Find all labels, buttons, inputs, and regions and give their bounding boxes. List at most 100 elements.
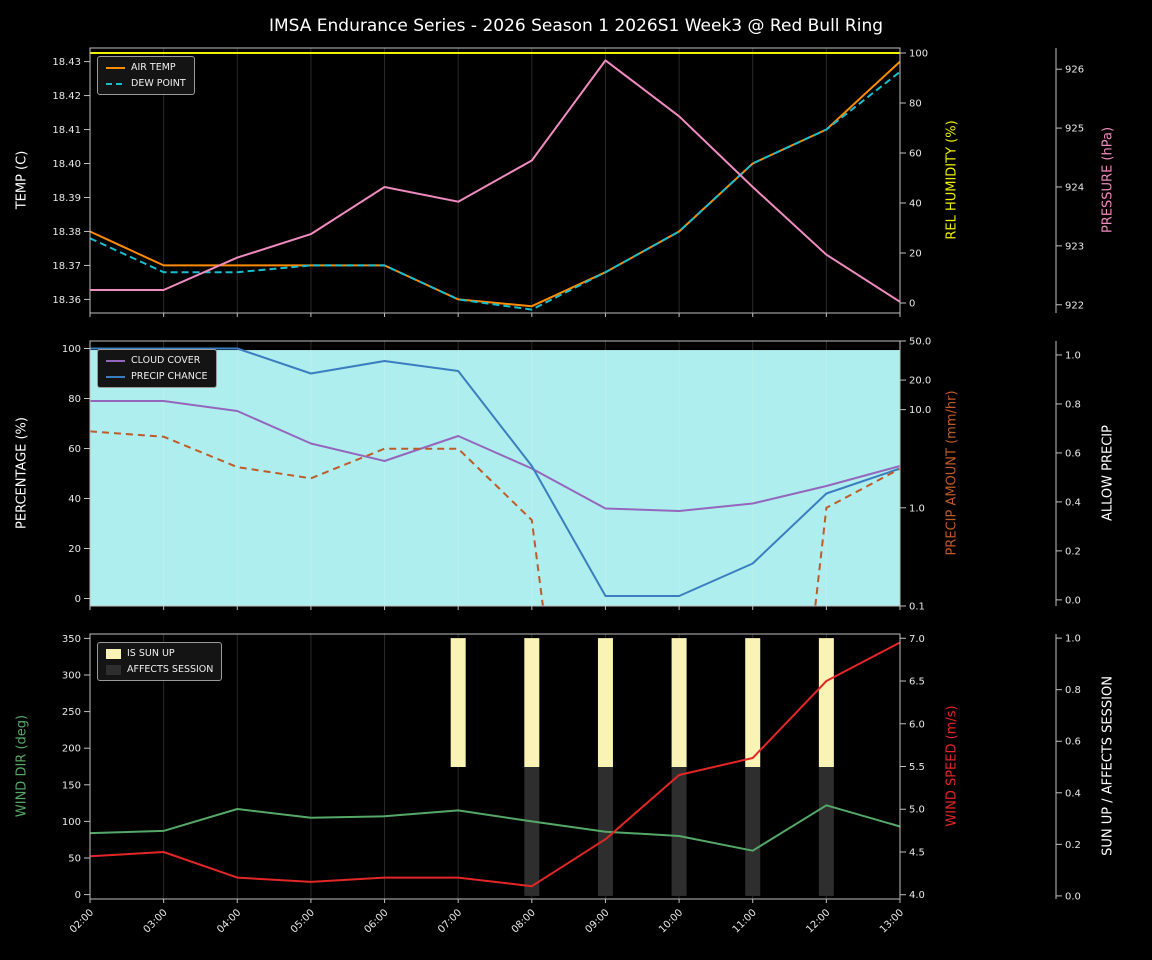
tick-label: 926 [1065, 65, 1084, 76]
x-tick-label: 07:00 [436, 907, 464, 935]
tick-label: 10.0 [909, 405, 931, 416]
tick-label: 924 [1065, 182, 1084, 193]
wind-speed-axis-label: WIND SPEED (m/s) [944, 705, 960, 827]
x-tick-label: 05:00 [289, 907, 317, 935]
tick-label: 20 [68, 544, 81, 555]
dew-point-line [89, 71, 901, 311]
tick-label: 0.4 [1065, 497, 1081, 508]
tick-label: 1.0 [1065, 350, 1081, 361]
legend-item-sun-up: IS SUN UP [106, 648, 213, 659]
tick-label: 18.36 [52, 295, 81, 306]
legend-item-dew-point: DEW POINT [106, 78, 186, 89]
x-tick-label: 11:00 [731, 907, 759, 935]
precip-chance-line [90, 347, 901, 597]
tick-label: 350 [62, 634, 81, 645]
tick-label: 0.1 [909, 602, 925, 613]
precipitation-legend: CLOUD COVER PRECIP CHANCE [97, 349, 217, 388]
tick-label: 18.43 [52, 57, 81, 68]
x-tick-label: 13:00 [878, 907, 906, 935]
tick-label: 18.40 [52, 159, 81, 170]
pressure-axis-label: PRESSURE (hPa) [1100, 126, 1116, 234]
tick-label: 150 [62, 780, 81, 791]
tick-label: 922 [1065, 300, 1084, 311]
tick-label: 50.0 [909, 337, 931, 348]
tick-label: 40 [909, 199, 922, 210]
sun-up-bar [671, 638, 687, 768]
temp-axis-label: TEMP (C) [14, 150, 30, 210]
sun-up-legend-label: IS SUN UP [127, 648, 175, 659]
legend-item-precip-chance: PRECIP CHANCE [106, 371, 208, 382]
sun-affects-axis-label: SUN UP / AFFECTS SESSION [1100, 676, 1116, 856]
precip-chance-legend-sample [106, 375, 125, 378]
tick-label: 0.0 [1065, 891, 1081, 902]
cloud-cover-legend-sample [106, 359, 125, 362]
tick-label: 4.5 [909, 847, 925, 858]
affects-session-bar [524, 767, 540, 896]
wind-dir-line [89, 804, 901, 852]
tick-label: 0.6 [1065, 448, 1081, 459]
wind-dir-axis-label: WIND DIR (deg) [14, 714, 30, 818]
air-temp-legend-label: AIR TEMP [131, 62, 176, 73]
tick-label: 60 [68, 444, 81, 455]
tick-label: 0.2 [1065, 840, 1081, 851]
tick-label: 4.0 [909, 890, 925, 901]
tick-label: 923 [1065, 241, 1084, 252]
wind-speed-line [89, 641, 901, 888]
tick-label: 1.0 [909, 503, 925, 514]
tick-label: 80 [909, 99, 922, 110]
precip-amount-line [814, 467, 901, 607]
affects-session-legend-sample [106, 664, 121, 675]
tick-label: 6.5 [909, 677, 925, 688]
allow-precip-axis-label: ALLOW PRECIP [1100, 425, 1116, 521]
legend-item-air-temp: AIR TEMP [106, 62, 186, 73]
dew-point-legend-label: DEW POINT [131, 78, 186, 89]
legend-item-affects-session: AFFECTS SESSION [106, 664, 213, 675]
sun-up-bar [524, 638, 540, 768]
tick-label: 20 [909, 249, 922, 260]
affects-session-legend-label: AFFECTS SESSION [127, 664, 214, 675]
affects-session-bar [671, 767, 687, 896]
sun-up-legend-sample [106, 648, 121, 659]
tick-label: 0 [75, 594, 81, 605]
tick-label: 0.6 [1065, 737, 1081, 748]
sun-up-bar [597, 638, 613, 768]
sun-up-bar [745, 638, 761, 768]
precip-amount-line [89, 430, 544, 607]
tick-label: 18.38 [52, 227, 81, 238]
pressure-line [90, 59, 901, 303]
x-tick-label: 04:00 [215, 907, 243, 935]
tick-label: 0.8 [1065, 399, 1081, 410]
tick-label: 40 [68, 494, 81, 505]
tick-label: 0.4 [1065, 788, 1081, 799]
tick-label: 100 [909, 49, 928, 60]
tick-label: 80 [68, 394, 81, 405]
sun-up-bar [818, 638, 834, 768]
page-title: IMSA Endurance Series - 2026 Season 1 20… [268, 16, 884, 36]
tick-label: 200 [62, 744, 81, 755]
tick-label: 60 [909, 149, 922, 160]
tick-label: 7.0 [909, 634, 925, 645]
tick-label: 300 [62, 670, 81, 681]
panel-border [89, 47, 901, 314]
tick-label: 18.37 [52, 261, 81, 272]
tick-label: 18.42 [52, 91, 81, 102]
percentage-axis-label: PERCENTAGE (%) [14, 417, 30, 529]
tick-label: 0.8 [1065, 685, 1081, 696]
x-tick-label: 02:00 [68, 907, 96, 935]
dew-point-legend-sample [106, 82, 125, 85]
affects-session-bar [745, 767, 761, 896]
tick-label: 0 [75, 890, 81, 901]
x-tick-label: 10:00 [657, 907, 685, 935]
sun-up-bar [450, 638, 466, 768]
legend-item-cloud-cover: CLOUD COVER [106, 355, 208, 366]
x-tick-label: 12:00 [804, 907, 832, 935]
tick-label: 20.0 [909, 376, 931, 387]
humidity-axis-label: REL HUMIDITY (%) [944, 120, 960, 240]
tick-label: 250 [62, 707, 81, 718]
x-tick-label: 08:00 [510, 907, 538, 935]
x-tick-label: 06:00 [363, 907, 391, 935]
tick-label: 18.39 [52, 193, 81, 204]
allow-precip-region [90, 350, 900, 606]
tick-label: 5.5 [909, 762, 925, 773]
tick-label: 100 [62, 817, 81, 828]
